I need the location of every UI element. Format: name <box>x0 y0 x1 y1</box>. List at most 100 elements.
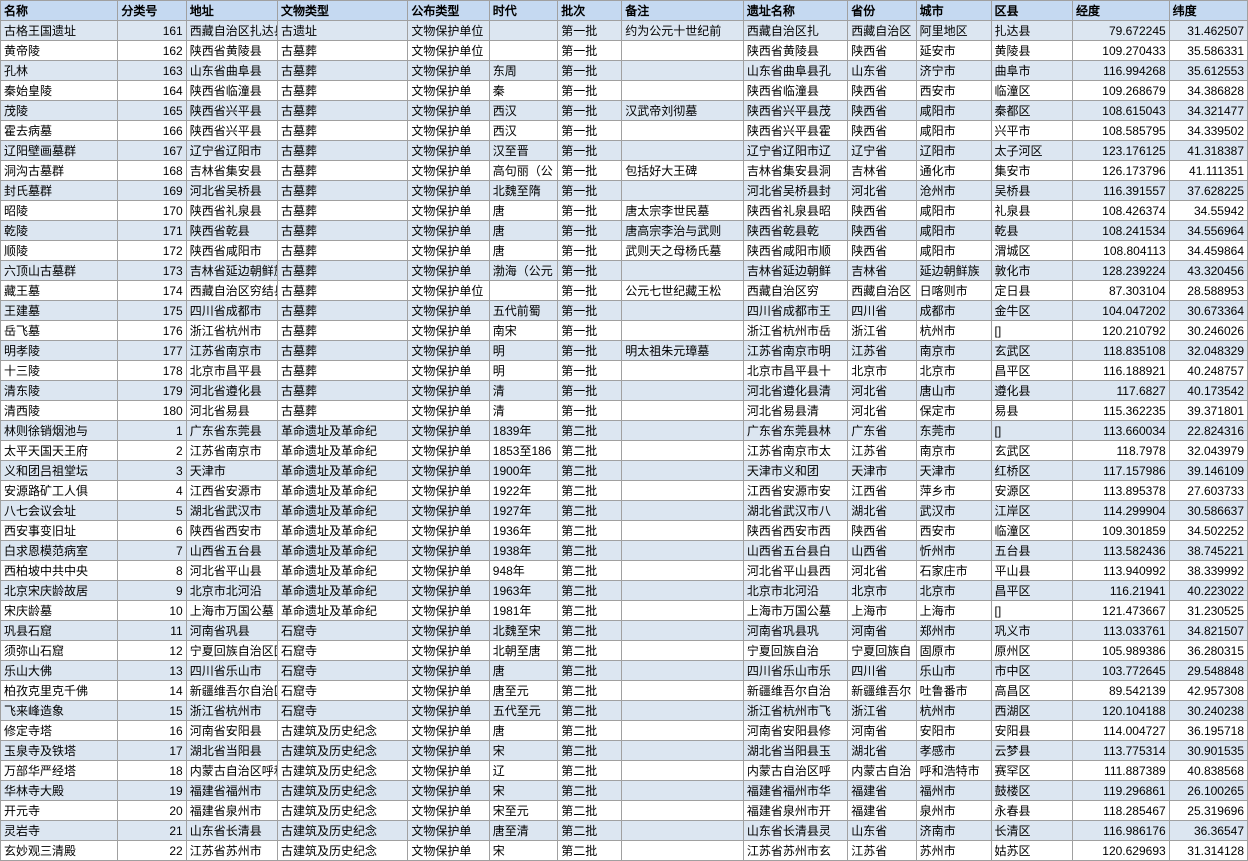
table-row[interactable]: 辽阳壁画墓群167辽宁省辽阳市古墓葬文物保护单汉至晋第一批辽宁省辽阳市辽辽宁省辽… <box>1 141 1248 161</box>
cell-pubtype[interactable]: 文物保护单位 <box>408 41 489 61</box>
cell-catno[interactable]: 15 <box>118 701 186 721</box>
cell-city[interactable]: 咸阳市 <box>916 221 991 241</box>
cell-type[interactable]: 革命遗址及革命纪 <box>277 601 407 621</box>
cell-addr[interactable]: 上海市万国公墓 <box>186 601 277 621</box>
cell-name[interactable]: 西柏坡中共中央 <box>1 561 118 581</box>
cell-district[interactable]: 原州区 <box>991 641 1072 661</box>
cell-sitename[interactable]: 陕西省礼泉县昭 <box>743 201 847 221</box>
table-row[interactable]: 清东陵179河北省遵化县古墓葬文物保护单清第一批河北省遵化县清河北省唐山市遵化县… <box>1 381 1248 401</box>
cell-type[interactable]: 古建筑及历史纪念 <box>277 781 407 801</box>
cell-lon[interactable]: 118.285467 <box>1073 801 1170 821</box>
cell-type[interactable]: 革命遗址及革命纪 <box>277 481 407 501</box>
cell-catno[interactable]: 165 <box>118 101 186 121</box>
cell-province[interactable]: 陕西省 <box>848 101 916 121</box>
cell-type[interactable]: 石窟寺 <box>277 641 407 661</box>
cell-name[interactable]: 洞沟古墓群 <box>1 161 118 181</box>
cell-sitename[interactable]: 辽宁省辽阳市辽 <box>743 141 847 161</box>
cell-sitename[interactable]: 河北省吴桥县封 <box>743 181 847 201</box>
cell-addr[interactable]: 江苏省南京市 <box>186 341 277 361</box>
cell-lat[interactable]: 22.824316 <box>1169 421 1247 441</box>
cell-type[interactable]: 古墓葬 <box>277 401 407 421</box>
cell-lat[interactable]: 34.502252 <box>1169 521 1247 541</box>
cell-era[interactable]: 西汉 <box>489 121 557 141</box>
cell-lat[interactable]: 38.339992 <box>1169 561 1247 581</box>
cell-name[interactable]: 八七会议会址 <box>1 501 118 521</box>
cell-sitename[interactable]: 湖北省武汉市八 <box>743 501 847 521</box>
cell-name[interactable]: 黄帝陵 <box>1 41 118 61</box>
cell-note[interactable] <box>622 641 744 661</box>
cell-catno[interactable]: 5 <box>118 501 186 521</box>
cell-province[interactable]: 河北省 <box>848 381 916 401</box>
cell-era[interactable]: 宋至元 <box>489 801 557 821</box>
cell-city[interactable]: 萍乡市 <box>916 481 991 501</box>
cell-lon[interactable]: 113.940992 <box>1073 561 1170 581</box>
table-row[interactable]: 玄妙观三清殿22江苏省苏州市古建筑及历史纪念文物保护单宋第二批江苏省苏州市玄江苏… <box>1 841 1248 861</box>
cell-lat[interactable]: 25.319696 <box>1169 801 1247 821</box>
cell-catno[interactable]: 176 <box>118 321 186 341</box>
cell-sitename[interactable]: 山东省长清县灵 <box>743 821 847 841</box>
cell-name[interactable]: 乐山大佛 <box>1 661 118 681</box>
cell-batch[interactable]: 第一批 <box>558 321 622 341</box>
cell-lon[interactable]: 120.104188 <box>1073 701 1170 721</box>
table-row[interactable]: 乾陵171陕西省乾县古墓葬文物保护单唐第一批唐高宗李治与武则陕西省乾县乾陕西省咸… <box>1 221 1248 241</box>
cell-batch[interactable]: 第一批 <box>558 261 622 281</box>
cell-district[interactable]: 西湖区 <box>991 701 1072 721</box>
cell-catno[interactable]: 13 <box>118 661 186 681</box>
cell-era[interactable]: 1936年 <box>489 521 557 541</box>
cell-district[interactable]: 曲阜市 <box>991 61 1072 81</box>
cell-province[interactable]: 内蒙古自治 <box>848 761 916 781</box>
cell-batch[interactable]: 第一批 <box>558 81 622 101</box>
cell-type[interactable]: 革命遗址及革命纪 <box>277 561 407 581</box>
cell-lon[interactable]: 108.804113 <box>1073 241 1170 261</box>
cell-type[interactable]: 石窟寺 <box>277 681 407 701</box>
cell-province[interactable]: 广东省 <box>848 421 916 441</box>
cell-city[interactable]: 杭州市 <box>916 701 991 721</box>
cell-city[interactable]: 孝感市 <box>916 741 991 761</box>
cell-era[interactable]: 1938年 <box>489 541 557 561</box>
cell-addr[interactable]: 河北省吴桥县 <box>186 181 277 201</box>
cell-catno[interactable]: 21 <box>118 821 186 841</box>
header-type[interactable]: 文物类型 <box>277 1 407 21</box>
cell-province[interactable]: 江苏省 <box>848 441 916 461</box>
cell-catno[interactable]: 168 <box>118 161 186 181</box>
table-row[interactable]: 封氏墓群169河北省吴桥县古墓葬文物保护单北魏至隋第一批河北省吴桥县封河北省沧州… <box>1 181 1248 201</box>
cell-catno[interactable]: 177 <box>118 341 186 361</box>
cell-type[interactable]: 石窟寺 <box>277 701 407 721</box>
table-row[interactable]: 西安事变旧址6陕西省西安市革命遗址及革命纪文物保护单1936年第二批陕西省西安市… <box>1 521 1248 541</box>
cell-district[interactable]: 玄武区 <box>991 341 1072 361</box>
cell-era[interactable]: 宋 <box>489 741 557 761</box>
cell-name[interactable]: 安源路矿工人俱 <box>1 481 118 501</box>
cell-note[interactable]: 约为公元十世纪前 <box>622 21 744 41</box>
cell-era[interactable]: 宋 <box>489 841 557 861</box>
cell-name[interactable]: 藏王墓 <box>1 281 118 301</box>
cell-lat[interactable]: 40.838568 <box>1169 761 1247 781</box>
cell-lat[interactable]: 35.586331 <box>1169 41 1247 61</box>
cell-province[interactable]: 新疆维吾尔 <box>848 681 916 701</box>
table-row[interactable]: 灵岩寺21山东省长清县古建筑及历史纪念文物保护单唐至清第二批山东省长清县灵山东省… <box>1 821 1248 841</box>
cell-city[interactable]: 日喀则市 <box>916 281 991 301</box>
table-row[interactable]: 巩县石窟11河南省巩县石窟寺文物保护单北魏至宋第二批河南省巩县巩河南省郑州市巩义… <box>1 621 1248 641</box>
cell-province[interactable]: 陕西省 <box>848 521 916 541</box>
table-row[interactable]: 宋庆龄墓10上海市万国公墓革命遗址及革命纪文物保护单1981年第二批上海市万国公… <box>1 601 1248 621</box>
cell-lat[interactable]: 43.320456 <box>1169 261 1247 281</box>
cell-note[interactable] <box>622 261 744 281</box>
cell-batch[interactable]: 第一批 <box>558 161 622 181</box>
cell-lon[interactable]: 104.047202 <box>1073 301 1170 321</box>
cell-city[interactable]: 唐山市 <box>916 381 991 401</box>
cell-lat[interactable]: 30.246026 <box>1169 321 1247 341</box>
cell-sitename[interactable]: 四川省乐山市乐 <box>743 661 847 681</box>
cell-batch[interactable]: 第二批 <box>558 621 622 641</box>
cell-catno[interactable]: 22 <box>118 841 186 861</box>
cell-type[interactable]: 古墓葬 <box>277 341 407 361</box>
cell-lon[interactable]: 114.299904 <box>1073 501 1170 521</box>
cell-pubtype[interactable]: 文物保护单 <box>408 441 489 461</box>
cell-era[interactable]: 明 <box>489 361 557 381</box>
cell-province[interactable]: 四川省 <box>848 661 916 681</box>
cell-era[interactable]: 西汉 <box>489 101 557 121</box>
cell-province[interactable]: 福建省 <box>848 781 916 801</box>
header-batch[interactable]: 批次 <box>558 1 622 21</box>
cell-type[interactable]: 古墓葬 <box>277 221 407 241</box>
cell-batch[interactable]: 第二批 <box>558 481 622 501</box>
cell-lat[interactable]: 40.248757 <box>1169 361 1247 381</box>
cell-batch[interactable]: 第二批 <box>558 541 622 561</box>
